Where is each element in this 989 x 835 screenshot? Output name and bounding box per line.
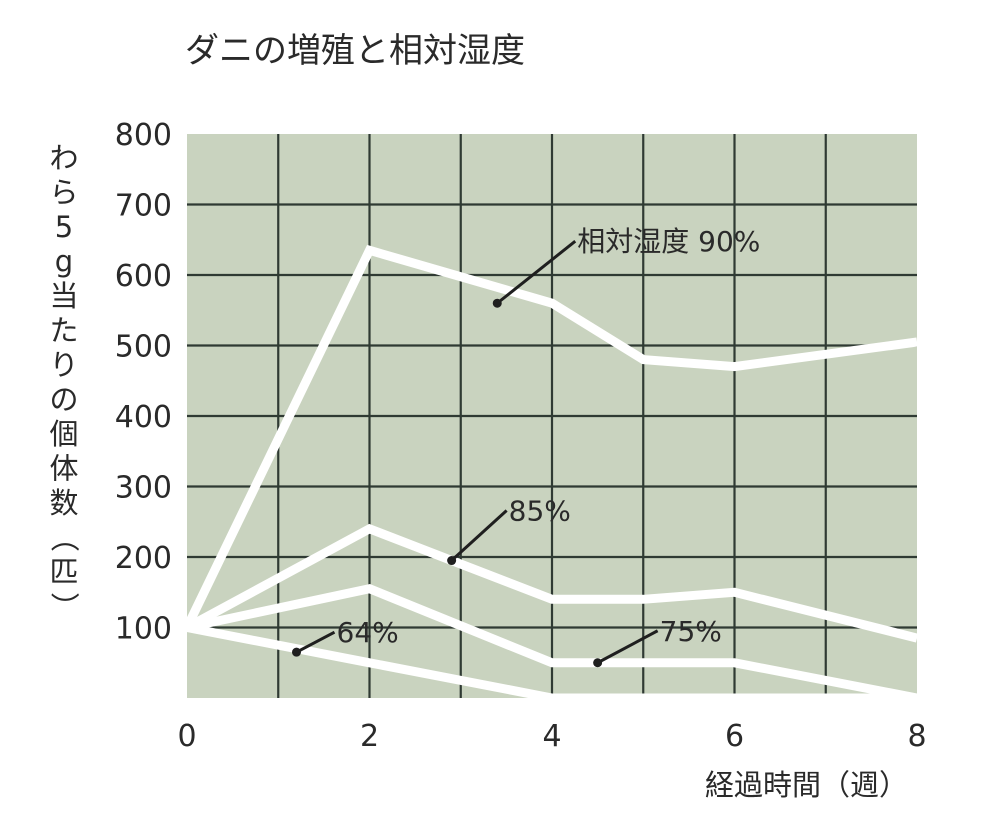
y-tick-label: 700 — [115, 189, 172, 224]
y-axis-label-glyph: の — [49, 383, 78, 417]
annotation-label: 64% — [337, 616, 399, 649]
annotation-leader — [450, 509, 508, 562]
x-tick-label: 2 — [360, 719, 379, 754]
y-tick-label: 400 — [115, 400, 172, 435]
series-line-1 — [182, 244, 918, 630]
y-axis-label-glyph: わ — [49, 141, 78, 175]
y-tick-label: 200 — [115, 541, 172, 576]
series-line-2 — [184, 523, 919, 643]
y-axis-label-glyph: ら — [49, 176, 78, 210]
x-axis-label: 経過時間（週） — [705, 768, 908, 802]
annotation-label: 相対湿度 90% — [577, 225, 760, 258]
y-axis-label-glyph: 匹 — [49, 555, 78, 589]
annotation-dot — [447, 556, 457, 566]
x-tick-label: 6 — [725, 719, 744, 754]
series-line-4 — [186, 623, 917, 703]
y-axis-label-glyph: ） — [47, 592, 81, 621]
annotation-dot — [292, 647, 301, 657]
annotation-dot — [593, 658, 603, 668]
y-axis-label-glyph: た — [49, 314, 78, 348]
annotation-leader — [596, 629, 659, 665]
y-tick-label: 600 — [115, 259, 172, 294]
x-tick-label: 4 — [542, 719, 561, 754]
y-axis-label-glyph: g — [55, 245, 73, 279]
y-tick-label: 100 — [115, 612, 172, 647]
y-axis-label-glyph: （ — [47, 523, 81, 552]
annotation-leader — [496, 240, 577, 305]
y-axis-label-glyph: 数 — [49, 486, 78, 520]
annotation-dot — [492, 298, 502, 308]
y-tick-label: 800 — [115, 118, 172, 153]
y-tick-label: 300 — [115, 471, 172, 506]
y-axis-label-glyph: 体 — [49, 452, 78, 486]
annotations: 相対湿度 90% 85% 75% 64% — [292, 225, 760, 668]
y-axis-label-glyph: り — [49, 348, 78, 382]
y-axis-label-glyph: 当 — [49, 279, 78, 313]
y-axis-label-glyph: 5 — [55, 210, 73, 244]
annotation-label: 75% — [660, 615, 722, 648]
x-tick-label: 0 — [177, 719, 196, 754]
chart-title: ダニの増殖と相対湿度 — [185, 31, 525, 71]
tick-labels: 100 200 300 400 500 600 700 800 0 2 4 6 8 — [115, 118, 927, 754]
x-tick-label: 8 — [907, 719, 926, 754]
y-tick-label: 500 — [115, 330, 172, 365]
y-axis-label-glyph: 個 — [49, 417, 78, 451]
annotation-label: 85% — [509, 495, 571, 528]
annotation-leader — [295, 630, 336, 654]
